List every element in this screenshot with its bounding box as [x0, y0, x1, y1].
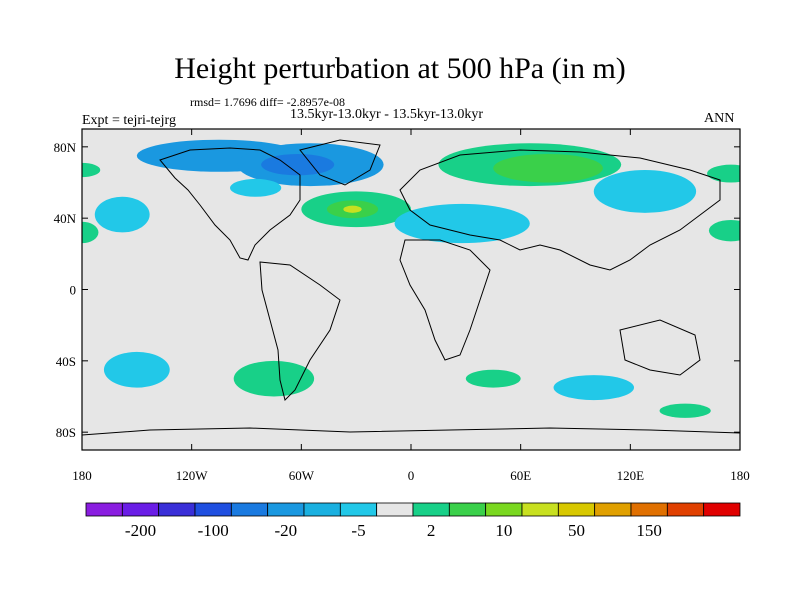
- anomaly-contours: [82, 139, 740, 418]
- lon-tick-label: 120E: [617, 468, 645, 483]
- colorbar-label: 10: [495, 521, 512, 540]
- lat-tick-label: 80S: [56, 425, 76, 440]
- colorbar-label: -20: [274, 521, 297, 540]
- anomaly-region-17: [233, 360, 315, 397]
- colorbar-swatch: [158, 502, 196, 517]
- lat-tick-label: 40N: [54, 211, 77, 226]
- anomaly-region-20: [659, 403, 711, 418]
- season-label: ANN: [704, 111, 735, 126]
- colorbar-swatch: [485, 502, 523, 517]
- anomaly-region-11: [593, 170, 697, 213]
- colorbar: [85, 502, 741, 517]
- anomaly-region-19: [553, 375, 634, 401]
- lon-tick-label: 120W: [176, 468, 209, 483]
- lat-tick-label: 0: [70, 283, 77, 298]
- colorbar-swatch: [194, 502, 232, 517]
- colorbar-swatch: [630, 502, 668, 517]
- lon-tick-label: 60W: [289, 468, 315, 483]
- anomaly-region-12: [707, 164, 740, 183]
- anomaly-region-8: [394, 203, 530, 244]
- coastlines: [82, 139, 740, 436]
- anomaly-region-14: [708, 219, 740, 242]
- anomaly-region-18: [465, 369, 521, 388]
- anomaly-region-10: [493, 153, 603, 183]
- lon-tick-label: 180: [730, 468, 750, 483]
- anomaly-region-16: [103, 351, 170, 388]
- colorbar-swatch: [230, 502, 269, 517]
- colorbar-swatch: [339, 502, 378, 517]
- experiment-label: Expt = tejri-tejrg: [82, 113, 176, 128]
- anomaly-region-13: [82, 162, 101, 178]
- colorbar-label: -5: [351, 521, 365, 540]
- lon-tick-label: 0: [408, 468, 415, 483]
- colorbar-swatch: [85, 502, 123, 517]
- colorbar-label: 2: [427, 521, 436, 540]
- colorbar-swatch: [412, 502, 450, 517]
- colorbar-label: -200: [125, 521, 156, 540]
- colorbar-swatch: [267, 502, 305, 517]
- colorbar-swatch: [448, 502, 487, 517]
- plot-subtitle: 13.5kyr-13.0kyr - 13.5kyr-13.0kyr: [290, 107, 484, 122]
- anomaly-region-7: [343, 205, 362, 213]
- colorbar-label: 150: [636, 521, 662, 540]
- lat-tick-label: 80N: [54, 140, 77, 155]
- colorbar-swatch: [121, 502, 160, 517]
- colorbar-swatch: [557, 502, 596, 517]
- anomaly-region-3: [230, 178, 282, 197]
- anomaly-region-4: [94, 196, 150, 233]
- lat-tick-label: 40S: [56, 354, 76, 369]
- anomaly-region-15: [82, 221, 99, 244]
- colorbar-swatch: [376, 502, 414, 517]
- colorbar-swatch: [521, 502, 559, 517]
- colorbar-labels: -200 -100 -20 -5 2 10 50 150: [125, 521, 662, 540]
- lon-tick-label: 60E: [510, 468, 531, 483]
- colorbar-swatch: [303, 502, 341, 517]
- colorbar-swatch: [703, 502, 741, 517]
- plot-title: Height perturbation at 500 hPa (in m): [174, 52, 626, 85]
- colorbar-label: -100: [198, 521, 229, 540]
- colorbar-label: 50: [568, 521, 585, 540]
- longitude-tick-labels: 180 120W 60W 0 60E 120E 180: [72, 468, 750, 483]
- lon-tick-label: 180: [72, 468, 92, 483]
- axis-ticks: [81, 129, 741, 450]
- colorbar-swatch: [594, 502, 632, 517]
- colorbar-swatch: [666, 502, 705, 517]
- stats-label: rmsd= 1.7696 diff= -2.8957e-08: [190, 95, 345, 109]
- anomaly-region-2: [261, 153, 335, 176]
- latitude-tick-labels: 80N 40N 0 40S 80S: [54, 140, 77, 440]
